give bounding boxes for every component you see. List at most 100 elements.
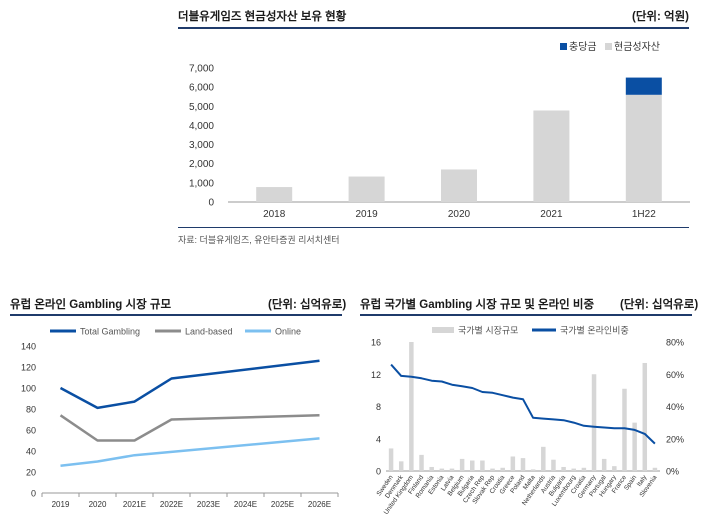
top-chart-source: 자료: 더블유게임즈, 유안타증권 리서치센터 bbox=[178, 235, 340, 245]
bar-cash bbox=[533, 110, 570, 202]
x-tick-label: 2019 bbox=[52, 500, 70, 509]
y-tick-label: 4 bbox=[376, 434, 381, 444]
x-tick-label: 2019 bbox=[355, 209, 378, 220]
right-chart-unit: (단위: 십억유로) bbox=[620, 299, 699, 311]
bar-market-size bbox=[419, 454, 424, 471]
y-tick-label: 40 bbox=[26, 447, 36, 457]
bar-market-size bbox=[429, 466, 434, 471]
left-chart: 0 20 40 60 80 100 120 140 2019 2020 2021E 2022E 2023… bbox=[21, 327, 339, 509]
right-chart: 04812160%20%40%60%80%SwedenDenmarkUnited… bbox=[371, 326, 684, 517]
legend-label: 현금성자산 bbox=[614, 41, 660, 53]
bar-market-size bbox=[470, 460, 475, 471]
legend-label: 국가별 시장규모 bbox=[458, 326, 518, 336]
x-tick-label: 2022E bbox=[160, 500, 183, 509]
bar-market-size bbox=[551, 459, 556, 471]
bar-market-size bbox=[561, 466, 566, 471]
legend-label: Total Gambling bbox=[80, 327, 140, 337]
legend-label: 충당금 bbox=[569, 41, 597, 53]
top-chart: 0 1,000 2,000 3,000 4,000 5,000 6,000 7,000 2018… bbox=[189, 41, 690, 220]
y-tick-label: 8 bbox=[376, 402, 381, 412]
bar-cash bbox=[256, 187, 293, 202]
bar-market-size bbox=[622, 388, 627, 471]
y2-tick-label: 0% bbox=[666, 467, 679, 477]
y-tick-label: 60 bbox=[26, 426, 36, 436]
top-chart-unit: (단위: 억원) bbox=[631, 11, 689, 23]
y-tick-label: 140 bbox=[21, 342, 36, 352]
right-title-rule bbox=[360, 314, 692, 316]
y-tick-label: 20 bbox=[26, 468, 36, 478]
y-tick-label: 6,000 bbox=[189, 83, 214, 94]
y2-tick-label: 20% bbox=[666, 434, 684, 444]
series-line bbox=[60, 437, 320, 467]
legend-label: Online bbox=[275, 327, 301, 337]
y-tick-label: 4,000 bbox=[189, 121, 214, 132]
bar-market-size bbox=[652, 467, 658, 471]
legend-swatch bbox=[560, 43, 567, 50]
legend-label: Land-based bbox=[185, 327, 233, 337]
bar-market-size bbox=[490, 468, 495, 471]
y2-tick-label: 40% bbox=[666, 402, 684, 412]
x-tick-label: 2025E bbox=[271, 500, 294, 509]
y-tick-label: 0 bbox=[208, 198, 214, 209]
legend-swatch bbox=[432, 327, 454, 333]
y2-tick-label: 80% bbox=[666, 338, 684, 348]
bar-market-size bbox=[632, 422, 637, 471]
bar-market-size bbox=[449, 468, 455, 471]
y-tick-label: 100 bbox=[21, 384, 36, 394]
left-chart-title: 유럽 온라인 Gambling 시장 규모 bbox=[10, 299, 172, 311]
bar-market-size bbox=[612, 466, 617, 471]
x-tick-label: 2020 bbox=[448, 209, 471, 220]
y-tick-label: 2,000 bbox=[189, 159, 214, 170]
bar-cash bbox=[348, 176, 385, 202]
x-tick-label: 2018 bbox=[263, 209, 286, 220]
y-tick-label: 5,000 bbox=[189, 102, 214, 113]
x-tick-label: 2020 bbox=[89, 500, 107, 509]
bar-market-size bbox=[520, 458, 526, 471]
series-line bbox=[59, 414, 320, 442]
right-chart-title: 유럽 국가별 Gambling 시장 규모 및 온라인 비중 bbox=[360, 299, 595, 311]
bar-market-size bbox=[459, 458, 465, 471]
y-tick-label: 120 bbox=[21, 363, 36, 373]
bar-market-size bbox=[581, 467, 587, 471]
bar-market-size bbox=[571, 468, 576, 471]
bar-market-size bbox=[601, 458, 607, 471]
bar-market-size bbox=[591, 374, 597, 471]
left-chart-unit: (단위: 십억유로) bbox=[268, 299, 347, 311]
top-source-rule bbox=[178, 227, 689, 228]
y-tick-label: 16 bbox=[371, 338, 381, 348]
legend-swatch bbox=[605, 43, 612, 50]
x-tick-label: 1H22 bbox=[632, 209, 656, 220]
x-tick-label: 2023E bbox=[197, 500, 220, 509]
bar-reserve bbox=[625, 77, 662, 95]
top-title-rule bbox=[178, 27, 689, 29]
y-tick-label: 7,000 bbox=[189, 64, 214, 75]
x-tick-label: 2026E bbox=[308, 500, 331, 509]
bar-market-size bbox=[530, 469, 536, 471]
legend-label: 국가별 온라인비중 bbox=[560, 326, 629, 336]
bar-market-size bbox=[541, 446, 546, 471]
bar-cash bbox=[441, 169, 477, 202]
series-line bbox=[59, 359, 320, 410]
y-tick-label: 12 bbox=[371, 370, 381, 380]
bar-market-size bbox=[480, 460, 485, 471]
bar-market-size bbox=[500, 467, 505, 471]
y-tick-label: 3,000 bbox=[189, 140, 214, 151]
y-tick-label: 80 bbox=[26, 405, 36, 415]
x-tick-label: 2024E bbox=[234, 500, 257, 509]
left-title-rule bbox=[10, 314, 342, 316]
x-tick-label: 2021E bbox=[123, 500, 146, 509]
bar-cash bbox=[625, 94, 662, 202]
bar-market-size bbox=[398, 461, 404, 471]
y-tick-label: 0 bbox=[31, 489, 36, 499]
x-tick-label: 2021 bbox=[540, 209, 563, 220]
bar-market-size bbox=[439, 468, 445, 471]
series-line-online-share bbox=[390, 363, 656, 445]
y-tick-label: 0 bbox=[376, 467, 381, 477]
y-tick-label: 1,000 bbox=[189, 178, 214, 189]
y2-tick-label: 60% bbox=[666, 370, 684, 380]
top-chart-title: 더블유게임즈 현금성자산 보유 현황 bbox=[178, 11, 347, 23]
bar-market-size bbox=[388, 448, 394, 471]
bar-market-size bbox=[409, 342, 414, 471]
bar-market-size bbox=[510, 456, 516, 471]
bar-market-size bbox=[642, 362, 648, 471]
